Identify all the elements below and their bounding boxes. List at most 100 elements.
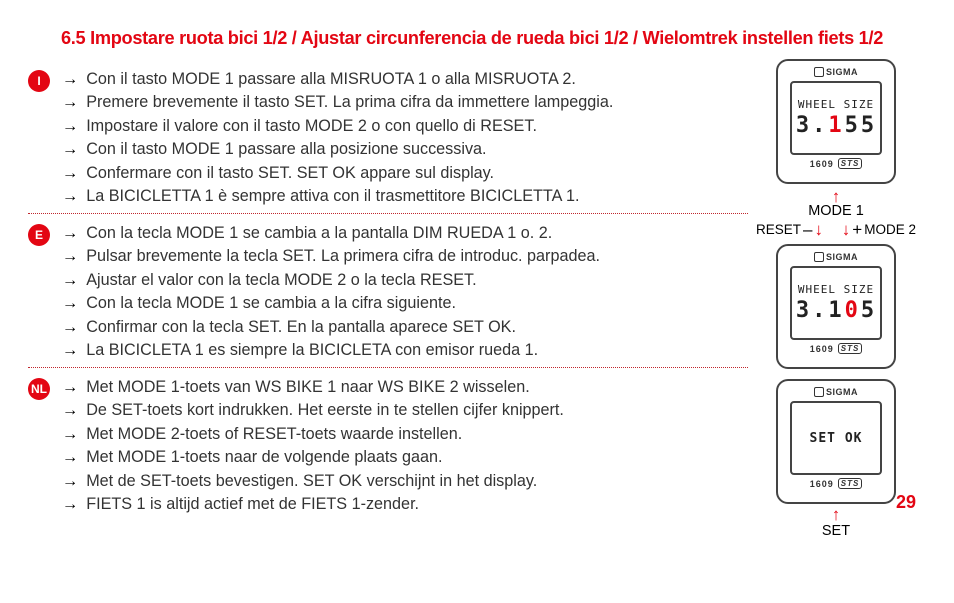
language-badge: NL bbox=[28, 378, 50, 400]
step-item: → Premere brevemente il tasto SET. La pri… bbox=[62, 91, 748, 114]
step-text: Met de SET-toets bevestigen. SET OK vers… bbox=[86, 470, 537, 493]
step-text: Con il tasto MODE 1 passare alla posizio… bbox=[86, 138, 486, 161]
step-item: → Con il tasto MODE 1 passare alla MISRUO… bbox=[62, 68, 748, 91]
step-text: Met MODE 2-toets of RESET-toets waarde i… bbox=[86, 423, 462, 446]
device-brand: SIGMA bbox=[814, 252, 858, 262]
step-item: → FIETS 1 is altijd actief met de FIETS 1… bbox=[62, 493, 748, 516]
step-item: → La BICICLETA 1 es siempre la BICICLETA … bbox=[62, 339, 748, 362]
digit: 5 bbox=[845, 113, 860, 138]
arrow-icon: → bbox=[62, 376, 78, 399]
digit: 1 bbox=[828, 298, 843, 323]
device-illustration-2: SIGMA WHEEL SIZE 3.105 1609 STS bbox=[776, 244, 896, 369]
step-item: → Con la tecla MODE 1 se cambia a la pant… bbox=[62, 222, 748, 245]
language-badge: E bbox=[28, 224, 50, 246]
arrow-icon: → bbox=[62, 269, 78, 292]
digit: 5 bbox=[861, 298, 876, 323]
step-item: → Met MODE 1-toets van WS BIKE 1 naar WS … bbox=[62, 376, 748, 399]
arrow-icon: → bbox=[62, 470, 78, 493]
digit: 0 bbox=[845, 298, 860, 323]
set-label: SET bbox=[822, 523, 850, 539]
page-number: 29 bbox=[896, 492, 916, 513]
step-item: → Con il tasto MODE 1 passare alla posizi… bbox=[62, 138, 748, 161]
illustration-column: SIGMA WHEEL SIZE 3.155 1609 STS ↑ MODE 1… bbox=[756, 59, 916, 539]
screen-digits: 3.155 bbox=[796, 113, 876, 138]
arrow-icon: → bbox=[62, 115, 78, 138]
device-brand: SIGMA bbox=[814, 67, 858, 77]
device-screen-2: WHEEL SIZE 3.105 bbox=[790, 266, 882, 340]
mode2-label: ↓ + MODE 2 bbox=[842, 221, 916, 238]
step-text: Pulsar brevemente la tecla SET. La prime… bbox=[86, 245, 600, 268]
arrow-icon: → bbox=[62, 185, 78, 208]
steps-list: → Con la tecla MODE 1 se cambia a la pant… bbox=[62, 222, 748, 363]
down-arrow-icon: ↓ bbox=[814, 221, 823, 238]
language-badge: I bbox=[28, 70, 50, 92]
step-text: Ajustar el valor con la tecla MODE 2 o l… bbox=[86, 269, 476, 292]
device-model: 1609 STS bbox=[810, 158, 863, 169]
step-text: Met MODE 1-toets van WS BIKE 1 naar WS B… bbox=[86, 376, 530, 399]
step-text: De SET-toets kort indrukken. Het eerste … bbox=[86, 399, 564, 422]
step-item: → Met MODE 2-toets of RESET-toets waarde … bbox=[62, 423, 748, 446]
digit: 1 bbox=[828, 113, 843, 138]
step-text: Con la tecla MODE 1 se cambia a la panta… bbox=[86, 222, 552, 245]
digit: . bbox=[812, 298, 827, 323]
instructions-column: I → Con il tasto MODE 1 passare alla MISRU… bbox=[28, 59, 748, 539]
step-text: Confermare con il tasto SET. SET OK appa… bbox=[86, 162, 494, 185]
step-item: → Pulsar brevemente la tecla SET. La prim… bbox=[62, 245, 748, 268]
step-item: → Met de SET-toets bevestigen. SET OK ver… bbox=[62, 470, 748, 493]
device-illustration-3: SIGMA SET OK 1609 STS bbox=[776, 379, 896, 504]
arrow-icon: → bbox=[62, 222, 78, 245]
steps-list: → Met MODE 1-toets van WS BIKE 1 naar WS … bbox=[62, 376, 748, 517]
screen-center-text: SET OK bbox=[810, 431, 863, 446]
step-item: → De SET-toets kort indrukken. Het eerste… bbox=[62, 399, 748, 422]
step-text: Confirmar con la tecla SET. En la pantal… bbox=[86, 316, 516, 339]
step-text: FIETS 1 is altijd actief met de FIETS 1-… bbox=[86, 493, 419, 516]
screen-digits: 3.105 bbox=[796, 298, 876, 323]
step-text: Con il tasto MODE 1 passare alla MISRUOT… bbox=[86, 68, 576, 91]
mode1-label: MODE 1 bbox=[808, 203, 864, 219]
step-item: → Ajustar el valor con la tecla MODE 2 o … bbox=[62, 269, 748, 292]
arrow-icon: → bbox=[62, 245, 78, 268]
device-illustration-1: SIGMA WHEEL SIZE 3.155 1609 STS bbox=[776, 59, 896, 184]
step-text: La BICICLETA 1 es siempre la BICICLETA c… bbox=[86, 339, 538, 362]
arrow-icon: → bbox=[62, 91, 78, 114]
arrow-icon: → bbox=[62, 68, 78, 91]
step-text: La BICICLETTA 1 è sempre attiva con il t… bbox=[86, 185, 579, 208]
step-text: Premere brevemente il tasto SET. La prim… bbox=[86, 91, 613, 114]
arrow-icon: → bbox=[62, 138, 78, 161]
arrow-icon: → bbox=[62, 162, 78, 185]
screen-line1: WHEEL SIZE bbox=[798, 98, 874, 111]
step-item: → La BICICLETTA 1 è sempre attiva con il … bbox=[62, 185, 748, 208]
step-item: → Met MODE 1-toets naar de volgende plaat… bbox=[62, 446, 748, 469]
steps-list: → Con il tasto MODE 1 passare alla MISRUO… bbox=[62, 68, 748, 209]
reset-label: RESET – ↓ bbox=[756, 221, 823, 238]
step-item: → Confermare con il tasto SET. SET OK app… bbox=[62, 162, 748, 185]
instruction-section: E → Con la tecla MODE 1 se cambia a la pan… bbox=[28, 213, 748, 367]
digit: 3 bbox=[796, 298, 811, 323]
arrow-icon: → bbox=[62, 423, 78, 446]
plus-icon: + bbox=[852, 225, 862, 235]
device-screen-3: SET OK bbox=[790, 401, 882, 475]
arrow-icon: → bbox=[62, 446, 78, 469]
up-arrow-icon: ↑ bbox=[832, 506, 841, 523]
device-screen-1: WHEEL SIZE 3.155 bbox=[790, 81, 882, 155]
digit: 5 bbox=[861, 113, 876, 138]
step-item: → Confirmar con la tecla SET. En la panta… bbox=[62, 316, 748, 339]
step-item: → Con la tecla MODE 1 se cambia a la cifr… bbox=[62, 292, 748, 315]
step-text: Met MODE 1-toets naar de volgende plaats… bbox=[86, 446, 442, 469]
set-label-block: ↑ SET bbox=[822, 506, 850, 539]
instruction-section: I → Con il tasto MODE 1 passare alla MISRU… bbox=[28, 59, 748, 213]
arrow-icon: → bbox=[62, 316, 78, 339]
arrow-icon: → bbox=[62, 292, 78, 315]
step-text: Impostare il valore con il tasto MODE 2 … bbox=[86, 115, 537, 138]
device-model: 1609 STS bbox=[810, 343, 863, 354]
minus-icon: – bbox=[803, 225, 812, 235]
step-text: Con la tecla MODE 1 se cambia a la cifra… bbox=[86, 292, 456, 315]
arrow-icon: → bbox=[62, 493, 78, 516]
instruction-section: NL → Met MODE 1-toets van WS BIKE 1 naar W… bbox=[28, 367, 748, 521]
down-arrow-icon: ↓ bbox=[842, 221, 851, 238]
arrow-icon: → bbox=[62, 339, 78, 362]
page-title: 6.5 Impostare ruota bici 1/2 / Ajustar c… bbox=[28, 28, 916, 49]
device-brand: SIGMA bbox=[814, 387, 858, 397]
arrow-icon: → bbox=[62, 399, 78, 422]
digit: . bbox=[812, 113, 827, 138]
